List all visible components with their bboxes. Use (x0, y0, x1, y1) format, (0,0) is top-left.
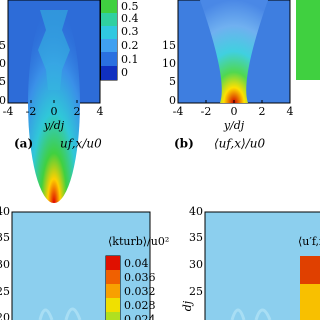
colorbar-swatch (101, 52, 117, 66)
x-tick-label: -2 (201, 105, 212, 118)
contour (38, 10, 70, 90)
contour (200, 0, 268, 103)
y-axis-label: dj (181, 300, 194, 311)
colorbar-tick-label: 0.3 (121, 25, 139, 38)
x-tick-label: 4 (97, 105, 104, 118)
y-tick-label: 0 (0, 94, 6, 107)
caption-tag: (a) (14, 137, 33, 151)
x-tick-label: 0 (51, 105, 58, 118)
y-tick-label: 5 (169, 75, 176, 88)
colorbar-swatch (101, 39, 117, 52)
x-tick-label: -2 (26, 105, 37, 118)
y-tick-label: 30 (189, 258, 203, 271)
colorbar (296, 0, 320, 80)
y-tick-label: 40 (0, 205, 10, 218)
colorbar-tick-label: 0.036 (124, 271, 156, 284)
y-tick-label: 10 (162, 57, 176, 70)
caption-tag: (b) (174, 137, 194, 151)
colorbar-swatch (300, 284, 320, 320)
colorbar-tick-label: 0.04 (124, 257, 149, 270)
x-axis-label: y/dj (43, 119, 65, 132)
contour (38, 307, 82, 320)
plot-area (11, 211, 151, 320)
y-tick-label: 20 (0, 311, 10, 320)
y-tick-label: 0 (169, 94, 176, 107)
colorbar-swatch (101, 26, 117, 39)
colorbar-tick-label: 0.5 (121, 0, 139, 13)
colorbar-swatch (106, 270, 120, 284)
colorbar-tick-label: 0.024 (124, 313, 156, 320)
y-tick-label: 35 (189, 231, 203, 244)
colorbar-swatch (106, 312, 120, 320)
caption: uf,x/u0 (60, 137, 102, 151)
y-tick-label: 15 (0, 39, 6, 52)
y-tick-label: 35 (0, 231, 10, 244)
colorbar-swatch (106, 284, 120, 298)
colorbar-swatch (106, 298, 120, 312)
y-tick-label: 10 (0, 57, 6, 70)
colorbar-swatch (101, 13, 117, 26)
y-tick-label: 40 (189, 205, 203, 218)
x-tick-label: -4 (3, 105, 14, 118)
colorbar-swatch (101, 0, 117, 13)
colorbar-tick-label: 0.032 (124, 285, 156, 298)
colorbar-title: ⟨u′f,x (298, 235, 320, 248)
y-tick-label: 15 (162, 39, 176, 52)
x-tick-label: 2 (74, 105, 81, 118)
y-tick-label: 25 (189, 285, 203, 298)
x-tick-label: 4 (287, 105, 294, 118)
contour (230, 308, 272, 320)
colorbar-tick-label: 0.2 (121, 39, 139, 52)
colorbar-swatch (106, 256, 120, 270)
colorbar-swatch (101, 66, 117, 80)
y-tick-label: 25 (0, 285, 10, 298)
colorbar-title: ⟨kturb⟩/u0² (108, 235, 169, 248)
y-tick-label: 5 (0, 75, 6, 88)
y-tick-label: 30 (0, 258, 10, 271)
colorbar-tick-label: 0.4 (121, 12, 139, 25)
x-tick-label: 0 (231, 105, 238, 118)
x-tick-label: -4 (173, 105, 184, 118)
colorbar-tick-label: 0.1 (121, 53, 139, 66)
colorbar-tick-label: 0.028 (124, 299, 156, 312)
colorbar-tick-label: 0 (121, 66, 128, 79)
caption: ⟨uf,x⟩/u0 (214, 137, 265, 151)
x-tick-label: 2 (259, 105, 266, 118)
x-axis-label: y/dj (223, 119, 245, 132)
